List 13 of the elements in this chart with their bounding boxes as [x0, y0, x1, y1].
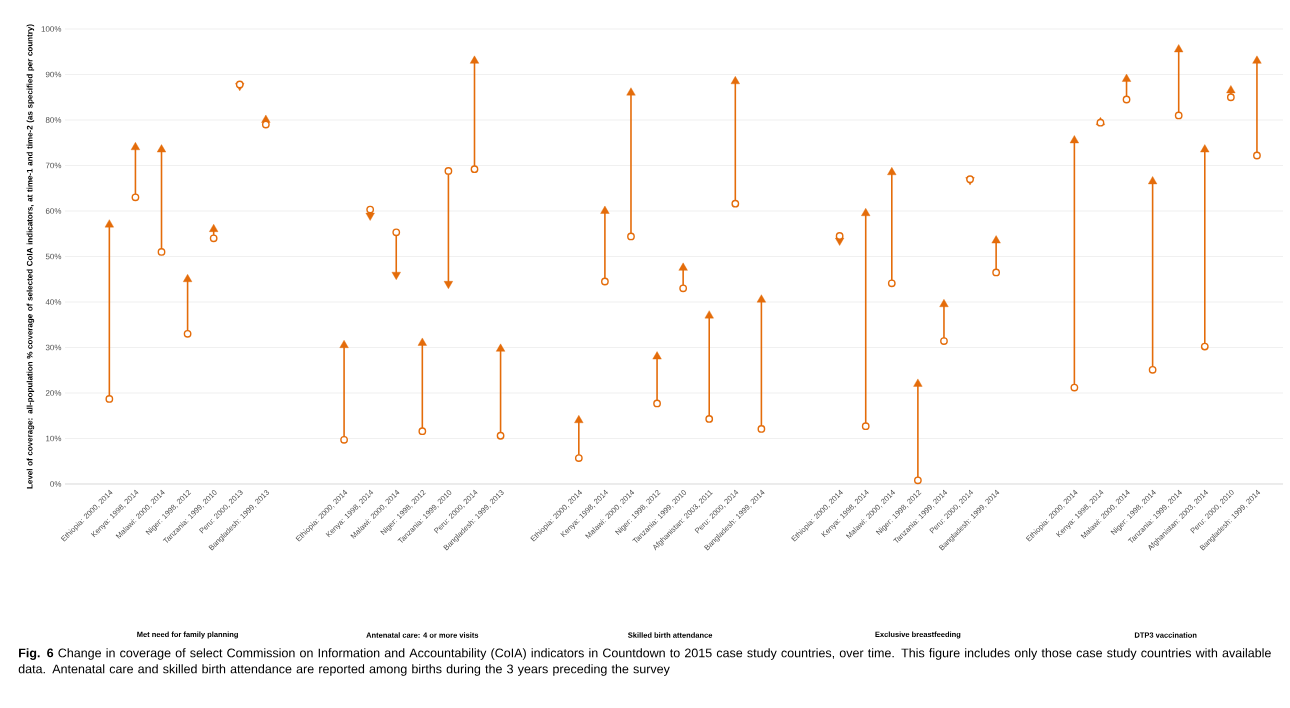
y-tick-label: 90%: [45, 71, 62, 78]
y-tick-label: 20%: [45, 390, 62, 396]
y-tick-label: 60%: [45, 208, 62, 214]
text: Fig. 6 Change in coverage of select Commission on Information and Accountability (CoIA) indicators in Countdown to 2015 case study countries, over time. This figure includes only those case study countries with available data. Antenatal care and skilled birth attendance are reported among births during the 3 years preceding the survey: [18, 648, 1271, 676]
y-tick-label: 70%: [45, 162, 62, 169]
y-tick-label: 40%: [45, 299, 62, 305]
y-axis-title: Level of coverage: all-population % coverage of selected CoIA indicators, at time-1 and time-2 (as specified per country): [26, 24, 35, 489]
y-tick-label: 80%: [45, 117, 62, 123]
y-tick-label: 50%: [45, 253, 62, 260]
y-tick-label: 10%: [46, 435, 62, 442]
y-tick-label: 30%: [45, 344, 62, 351]
y-tick-label: 0%: [50, 481, 62, 487]
y-tick-label: 100%: [41, 26, 62, 32]
